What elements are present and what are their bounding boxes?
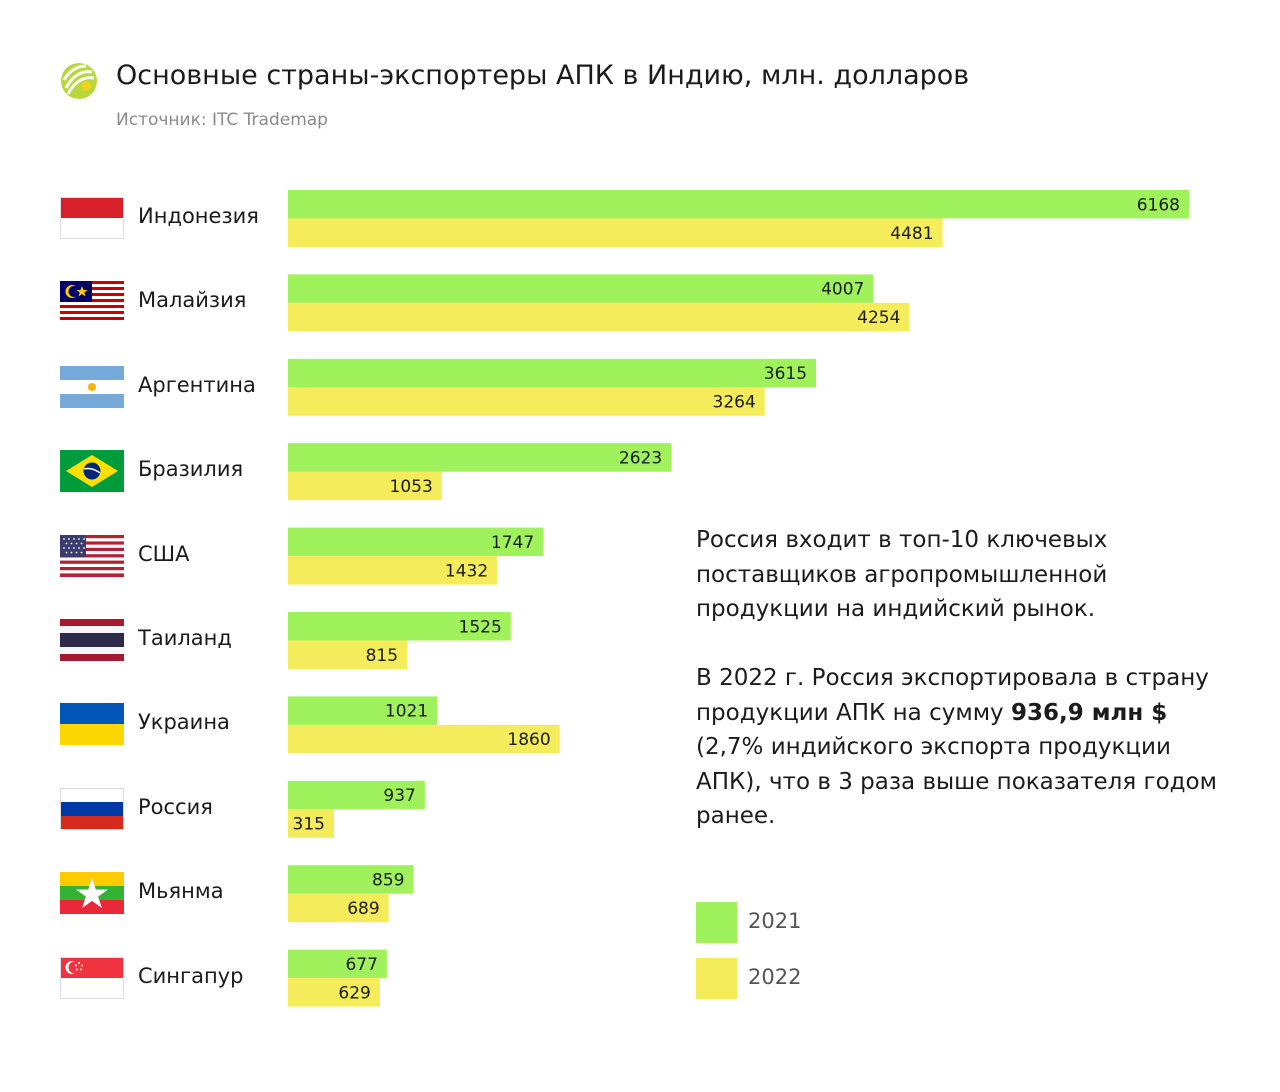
category-label: Мьянма — [138, 879, 224, 903]
source-caption: Источник: ITC Trademap — [116, 110, 328, 130]
bar-2022 — [288, 302, 910, 332]
bar-value-label: 1525 — [459, 617, 502, 637]
category-label: Таиланд — [138, 626, 232, 650]
bar-value-label: 3264 — [713, 393, 756, 413]
category-label: Аргентина — [138, 373, 256, 397]
bar-value-label: 859 — [372, 870, 404, 890]
category-label: Сингапур — [138, 964, 244, 988]
bar-value-label: 1432 — [445, 561, 488, 581]
note-highlight: 936,9 млн $ — [1010, 699, 1168, 726]
singapore-flag — [60, 957, 124, 999]
bar-value-label: 4007 — [821, 280, 864, 300]
note-paragraph-1: Россия входит в топ-10 ключевых поставщи… — [696, 527, 1108, 622]
bar-2021 — [288, 527, 544, 557]
note-text: (2,7% индийского экспорта продукции АПК)… — [696, 734, 1217, 829]
indonesia-flag — [60, 197, 124, 239]
bar-value-label: 815 — [366, 646, 398, 666]
legend-label: 2021 — [748, 909, 802, 933]
argentina-flag — [60, 366, 124, 408]
brand-logo-icon — [60, 62, 98, 100]
bar-2021 — [288, 274, 874, 303]
category-label: Украина — [138, 710, 230, 734]
bar-value-label: 4254 — [857, 308, 900, 328]
ukraine-flag — [60, 703, 124, 745]
bar-2022 — [288, 218, 943, 247]
legend-label: 2022 — [748, 965, 802, 989]
malaysia-flag — [60, 281, 124, 323]
bar-value-label: 629 — [338, 983, 370, 1003]
thailand-flag — [60, 619, 124, 661]
bar-2021 — [288, 443, 672, 472]
category-label: Индонезия — [138, 204, 259, 228]
bar-2022 — [288, 893, 389, 923]
category-label: Бразилия — [138, 457, 244, 481]
bar-2021 — [288, 780, 425, 810]
note-paragraph-2: В 2022 г. Россия экспортировала в страну… — [696, 661, 1236, 834]
bar-2022 — [288, 387, 765, 416]
bar-value-label: 1747 — [491, 533, 534, 553]
bar-2021 — [288, 190, 1189, 219]
bar-2021 — [288, 949, 387, 979]
category-label: Россия — [138, 795, 213, 819]
bar-value-label: 689 — [347, 899, 379, 919]
category-label: Малайзия — [138, 288, 247, 312]
bar-value-label: 937 — [383, 786, 415, 806]
note-text: В 2022 г. Россия экспортировала в страну… — [696, 665, 1209, 726]
bar-value-label: 6168 — [1137, 195, 1180, 215]
russia-flag — [60, 788, 124, 830]
bar-value-label: 677 — [345, 955, 377, 975]
bar-2022 — [288, 556, 498, 585]
myanmar-flag — [60, 872, 124, 914]
bar-2022 — [288, 471, 442, 501]
page-title: Основные страны-экспортеры АПК в Индию, … — [116, 60, 970, 91]
bar-2022 — [288, 640, 408, 669]
brazil-flag — [60, 450, 124, 492]
bar-value-label: 1021 — [385, 702, 428, 722]
legend-swatch-2022 — [696, 958, 737, 999]
bar-2022 — [288, 724, 560, 754]
bar-value-label: 2623 — [619, 448, 662, 468]
bar-2021 — [288, 696, 438, 725]
bar-value-label: 3615 — [764, 364, 807, 384]
bar-value-label: 1053 — [390, 477, 433, 497]
bar-value-label: 315 — [293, 815, 325, 835]
legend-swatch-2021 — [696, 902, 737, 943]
bar-2021 — [288, 865, 414, 894]
bar-value-label: 4481 — [890, 224, 933, 244]
bar-2021 — [288, 612, 511, 641]
bar-2022 — [288, 978, 380, 1007]
bar-2022 — [288, 809, 335, 838]
bar-value-label: 1860 — [507, 730, 550, 750]
usa-flag — [60, 535, 124, 577]
category-label: США — [138, 542, 190, 566]
bar-2021 — [288, 358, 817, 388]
